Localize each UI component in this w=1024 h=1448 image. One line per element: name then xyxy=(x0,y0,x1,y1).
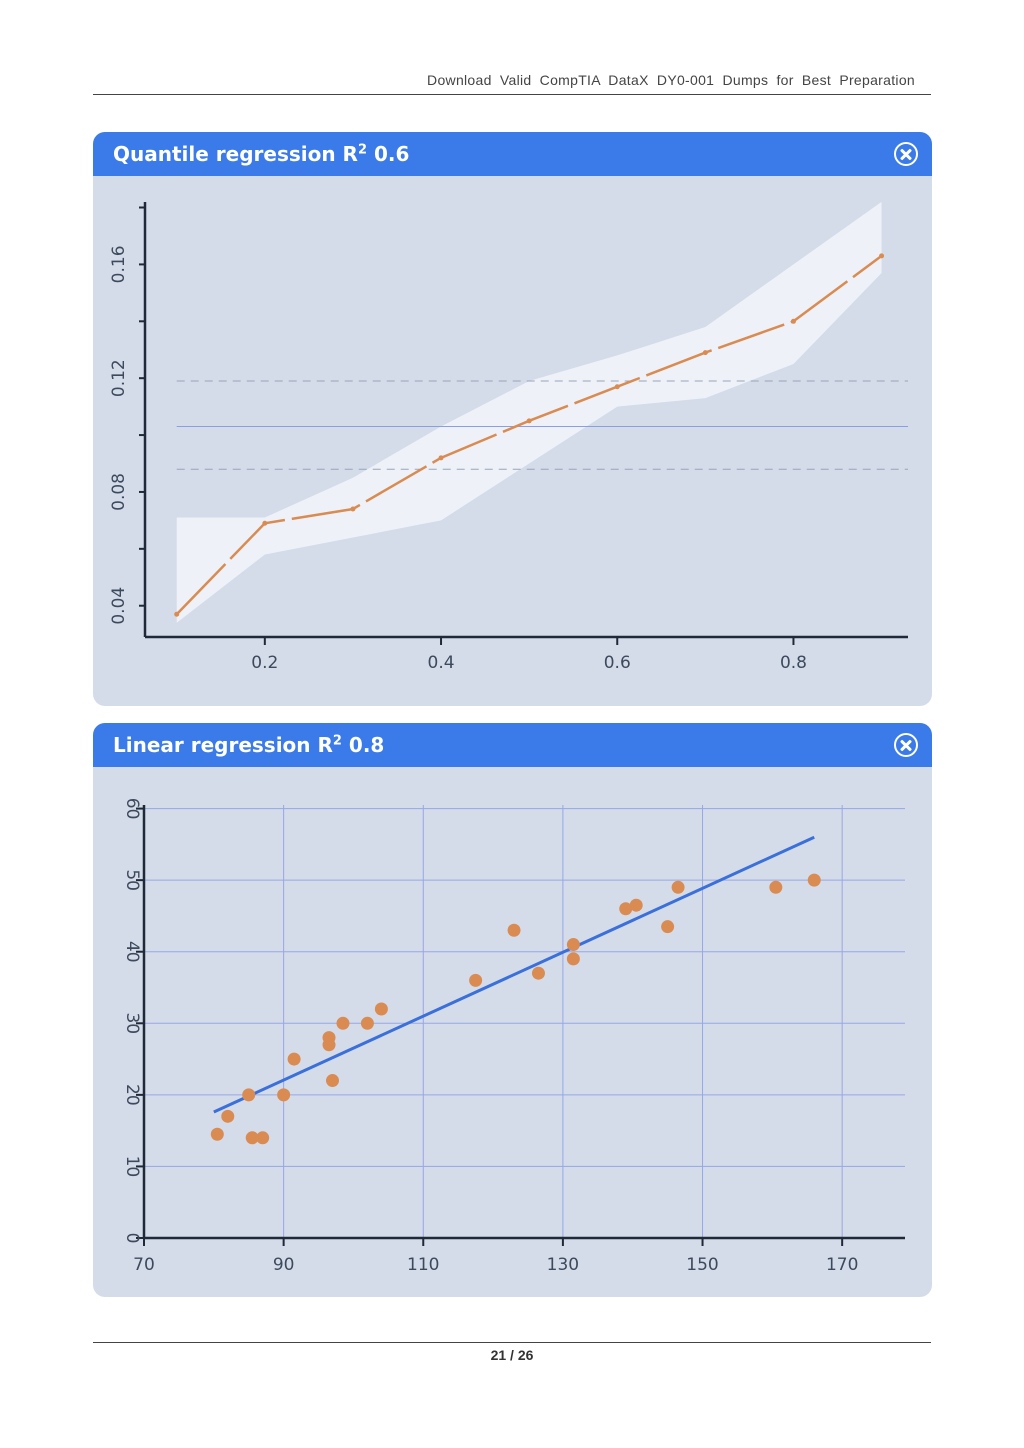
data-point xyxy=(619,902,633,916)
y-tick-label: 10 xyxy=(122,1156,142,1178)
confidence-band xyxy=(176,201,882,623)
y-tick-label: 20 xyxy=(122,1084,142,1106)
data-point xyxy=(221,1109,235,1123)
data-point xyxy=(879,253,885,259)
data-point xyxy=(671,880,685,894)
y-tick-label: 0.08 xyxy=(109,473,129,511)
panel-title-text: Quantile regression R xyxy=(113,142,358,166)
y-tick-label: 60 xyxy=(122,798,142,820)
data-point xyxy=(469,973,483,987)
x-tick-label: 110 xyxy=(407,1255,439,1275)
data-point xyxy=(566,938,580,952)
data-point xyxy=(531,966,545,980)
close-icon[interactable] xyxy=(894,142,918,166)
x-tick-label: 0.8 xyxy=(780,653,807,673)
data-point xyxy=(256,1131,270,1145)
x-tick-label: 0.2 xyxy=(251,653,278,673)
data-point xyxy=(566,952,580,966)
x-tick-label: 0.6 xyxy=(604,653,631,673)
panel-title-superscript: 2 xyxy=(332,733,342,749)
data-point xyxy=(374,1002,388,1016)
document-footer: 21 / 26 xyxy=(93,1342,931,1363)
data-point xyxy=(438,455,444,461)
data-point xyxy=(360,1016,374,1030)
data-point xyxy=(769,880,783,894)
data-point xyxy=(174,611,180,617)
panel-title-text: Linear regression R xyxy=(113,733,333,757)
data-point xyxy=(245,1131,259,1145)
data-point xyxy=(242,1088,256,1102)
data-point xyxy=(210,1127,224,1141)
data-point xyxy=(790,318,796,324)
data-point xyxy=(807,873,821,887)
y-tick-label: 0.12 xyxy=(109,359,129,397)
page-total: 26 xyxy=(517,1347,534,1363)
panel-title-superscript: 2 xyxy=(357,142,367,158)
data-point xyxy=(350,506,356,512)
linear-chart: 0 10 20 30 40 50 60 70 90 110 130 150 170 xyxy=(122,798,905,1275)
data-point xyxy=(326,1074,340,1088)
data-point xyxy=(661,920,675,934)
data-point xyxy=(262,520,268,526)
data-point xyxy=(614,384,620,390)
y-tick-label: 50 xyxy=(122,869,142,891)
y-tick-label: 40 xyxy=(122,941,142,963)
panel-header: Quantile regression R2 0.6 xyxy=(93,132,932,176)
x-tick-label: 0.4 xyxy=(428,653,455,673)
linear-regression-panel: Linear regression R2 0.8 0 10 20 30 40 50 60 70… xyxy=(93,723,932,1297)
y-tick-label: 0.16 xyxy=(109,245,129,283)
data-point xyxy=(629,898,643,912)
x-tick-label: 130 xyxy=(547,1255,579,1275)
x-tick-label: 150 xyxy=(686,1255,718,1275)
panel-title: Linear regression R2 0.8 xyxy=(113,733,384,757)
regression-line xyxy=(213,835,815,1114)
data-point xyxy=(287,1052,301,1066)
data-point xyxy=(702,350,708,356)
panel-title-value: 0.6 xyxy=(373,142,410,166)
data-point xyxy=(507,923,521,937)
quantile-chart: 0.04 0.08 0.12 0.16 0.2 0.4 0.6 0.8 xyxy=(109,201,908,673)
x-tick-label: 170 xyxy=(826,1255,858,1275)
y-tick-label: 0.04 xyxy=(109,587,129,625)
document-header: Download Valid CompTIA DataX DY0-001 Dum… xyxy=(93,72,931,95)
close-icon[interactable] xyxy=(894,733,918,757)
y-tick-label: 0 xyxy=(122,1233,142,1244)
quantile-regression-panel: Quantile regression R2 0.6 0.04 0.08 0.12 0… xyxy=(93,132,932,706)
data-point xyxy=(526,418,532,424)
data-point xyxy=(277,1088,291,1102)
data-point xyxy=(322,1031,336,1045)
panel-title: Quantile regression R2 0.6 xyxy=(113,142,409,166)
data-point xyxy=(336,1016,350,1030)
y-tick-label: 30 xyxy=(122,1012,142,1034)
x-tick-label: 90 xyxy=(273,1255,295,1275)
document-header-text: Download Valid CompTIA DataX DY0-001 Dum… xyxy=(427,72,915,88)
x-tick-label: 70 xyxy=(133,1255,155,1275)
page-number: 21 xyxy=(490,1347,507,1363)
panel-header: Linear regression R2 0.8 xyxy=(93,723,932,767)
panel-title-value: 0.8 xyxy=(348,733,385,757)
